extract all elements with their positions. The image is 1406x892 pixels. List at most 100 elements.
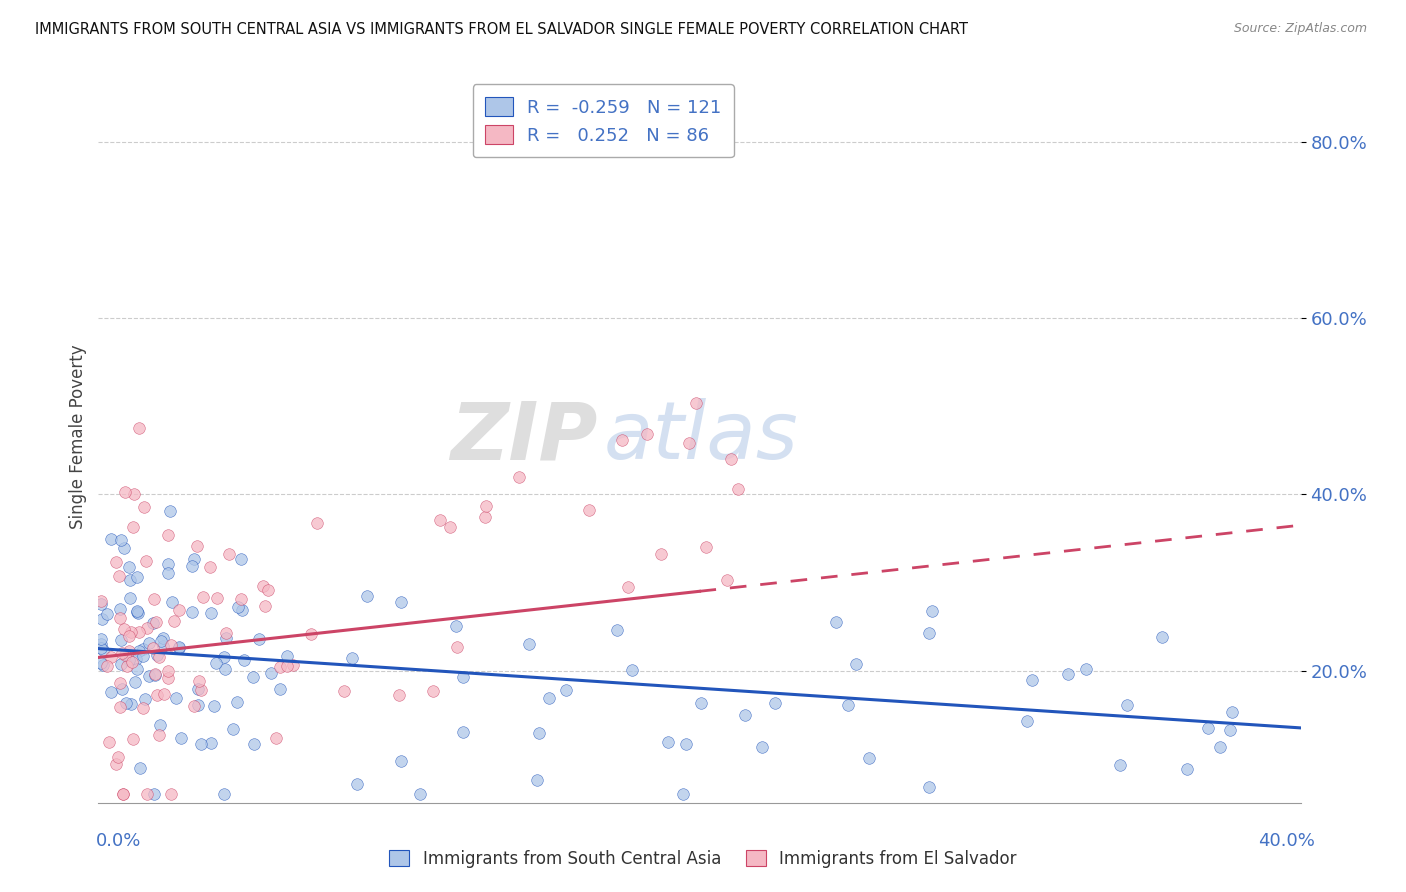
Point [122, 486, 145, 500]
Point [1209, 739, 1232, 754]
Point [429, 513, 451, 527]
Point [108, 569, 131, 583]
Point [104, 757, 127, 772]
Point [356, 589, 378, 603]
Point [90, 637, 112, 651]
Point [243, 737, 266, 751]
Point [118, 591, 141, 605]
Point [152, 639, 174, 653]
Text: ZIP: ZIP [450, 398, 598, 476]
Point [191, 590, 214, 604]
Point [108, 610, 131, 624]
Point [180, 559, 202, 574]
Point [111, 787, 134, 801]
Point [205, 591, 228, 605]
Point [617, 580, 640, 594]
Point [110, 602, 132, 616]
Point [120, 697, 142, 711]
Point [198, 560, 221, 574]
Point [112, 541, 135, 555]
Point [444, 618, 467, 632]
Point [858, 751, 880, 765]
Point [128, 644, 150, 658]
Point [138, 669, 160, 683]
Point [143, 668, 166, 682]
Point [183, 552, 205, 566]
Point [190, 682, 212, 697]
Point [169, 640, 191, 654]
Point [110, 633, 132, 648]
Point [165, 690, 187, 705]
Point [269, 660, 291, 674]
Point [1056, 666, 1078, 681]
Point [167, 641, 190, 656]
Point [299, 627, 322, 641]
Point [115, 697, 138, 711]
Point [389, 754, 412, 768]
Point [222, 722, 245, 736]
Point [187, 682, 209, 697]
Point [1150, 630, 1173, 644]
Point [90, 656, 112, 670]
Point [118, 644, 141, 658]
Point [142, 787, 165, 801]
Point [231, 591, 253, 606]
Point [1076, 662, 1098, 676]
Point [727, 482, 749, 496]
Point [259, 665, 281, 680]
Point [1218, 723, 1240, 737]
Point [1197, 721, 1219, 735]
Point [837, 698, 859, 713]
Point [117, 659, 139, 673]
Point [111, 647, 134, 661]
Point [242, 669, 264, 683]
Point [269, 681, 291, 696]
Point [143, 666, 166, 681]
Point [389, 595, 412, 609]
Point [918, 780, 941, 795]
Point [824, 615, 846, 629]
Point [281, 657, 304, 672]
Point [128, 420, 150, 434]
Point [162, 614, 184, 628]
Point [517, 637, 540, 651]
Point [111, 681, 134, 696]
Point [121, 731, 143, 746]
Point [527, 725, 550, 739]
Point [157, 671, 180, 685]
Point [156, 528, 179, 542]
Point [97, 735, 120, 749]
Point [132, 642, 155, 657]
Point [734, 708, 756, 723]
Point [152, 631, 174, 645]
Point [132, 649, 155, 664]
Point [145, 615, 167, 630]
Point [136, 787, 159, 801]
Point [215, 631, 238, 645]
Point [657, 735, 679, 749]
Point [90, 640, 112, 655]
Point [620, 663, 643, 677]
Point [157, 558, 180, 572]
Point [125, 652, 148, 666]
Point [120, 624, 142, 639]
Point [215, 626, 238, 640]
Text: 0.0%: 0.0% [96, 832, 141, 850]
Point [118, 559, 141, 574]
Point [204, 656, 226, 670]
Point [100, 650, 122, 665]
Point [689, 696, 711, 710]
Point [148, 650, 170, 665]
Point [131, 701, 153, 715]
Point [720, 451, 742, 466]
Point [127, 606, 149, 620]
Point [918, 626, 941, 640]
Point [90, 597, 112, 611]
Point [90, 632, 112, 646]
Text: atlas: atlas [603, 398, 799, 476]
Point [474, 509, 496, 524]
Text: 40.0%: 40.0% [1258, 832, 1315, 850]
Point [125, 570, 148, 584]
Point [231, 602, 253, 616]
Point [135, 621, 157, 635]
